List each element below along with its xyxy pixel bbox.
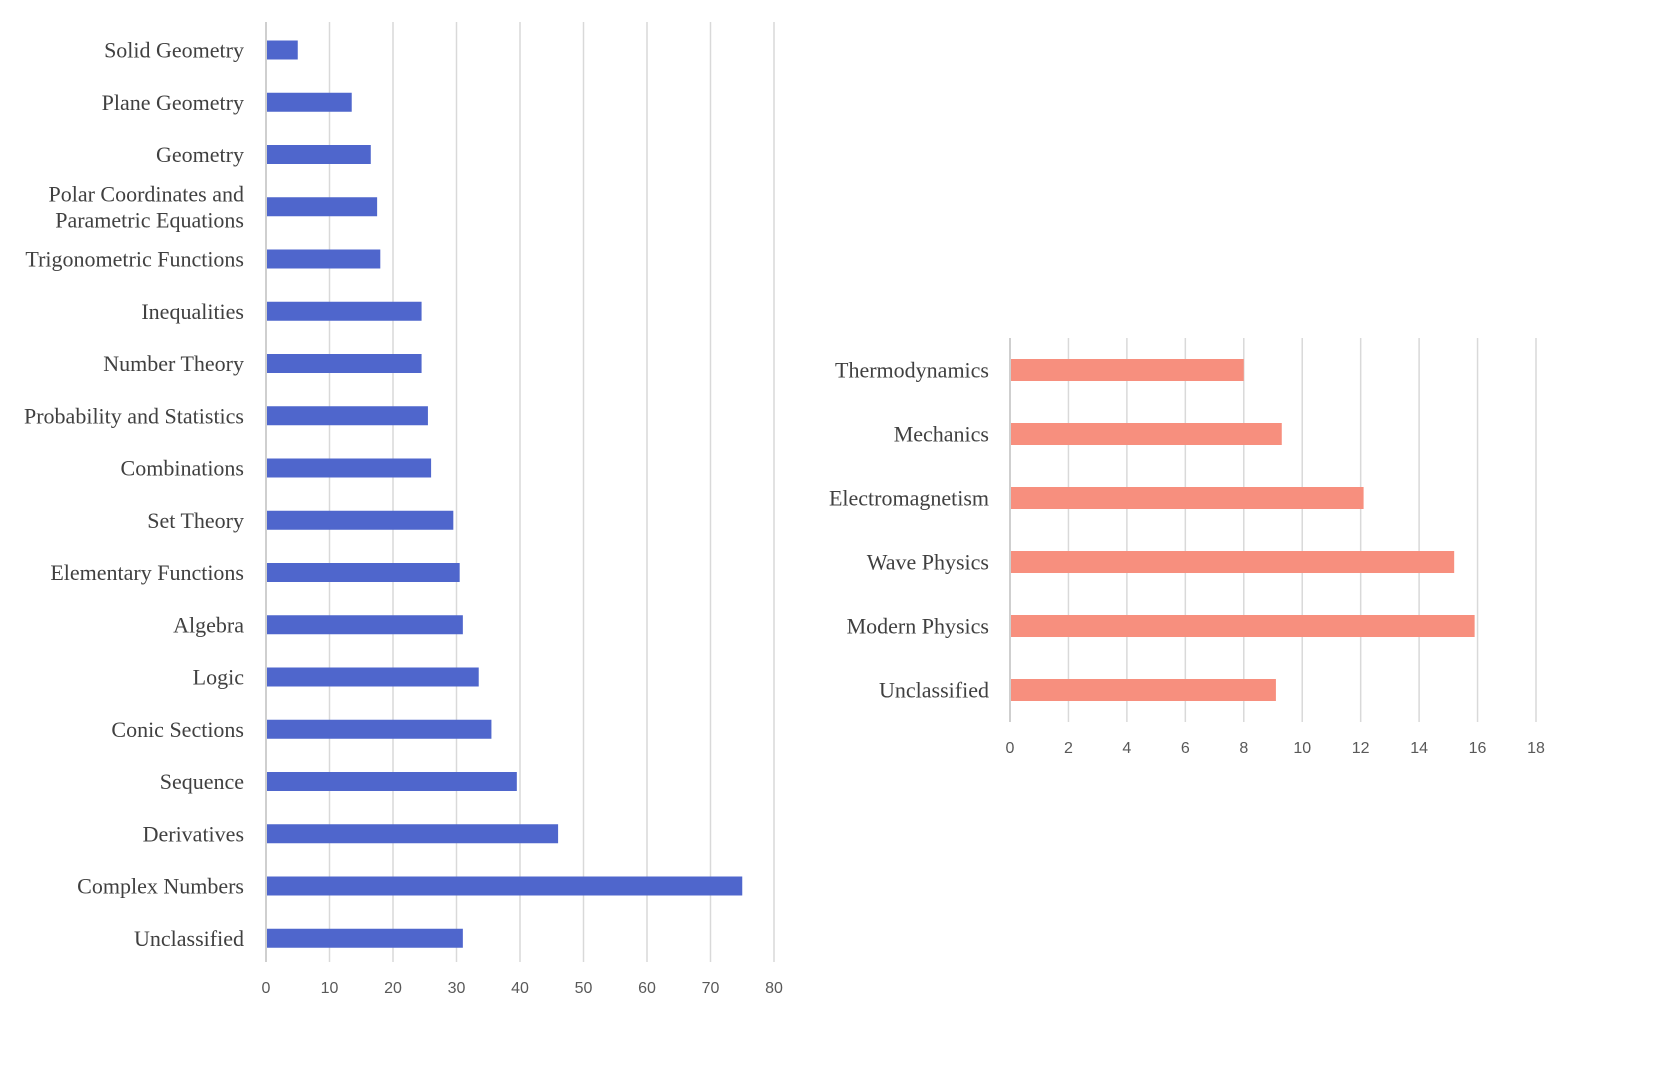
x-tick-label: 40 xyxy=(511,980,529,997)
category-label: Algebra xyxy=(173,612,244,637)
category-label: Sequence xyxy=(160,769,244,794)
x-tick-label: 0 xyxy=(262,980,271,997)
category-label: Unclassified xyxy=(879,678,989,703)
x-tick-label: 6 xyxy=(1181,740,1190,757)
bar xyxy=(267,249,381,269)
category-label: Probability and Statistics xyxy=(24,403,244,428)
bar xyxy=(1011,679,1276,701)
category-label: Combinations xyxy=(121,456,244,481)
bar xyxy=(267,719,492,739)
bar xyxy=(1011,359,1244,381)
category-label: Complex Numbers xyxy=(77,874,244,899)
bar xyxy=(267,824,559,844)
category-label: Unclassified xyxy=(134,926,244,951)
x-tick-label: 0 xyxy=(1006,740,1015,757)
bar xyxy=(267,354,422,373)
category-label: Trigonometric Functions xyxy=(25,247,244,272)
category-label: Electromagnetism xyxy=(829,486,989,511)
physics-topics-bar-chart: 0 2 4 6 8 10 12 14 16 18 Thermodynamics Mechanics El… xyxy=(829,338,1545,757)
bar xyxy=(267,406,428,426)
category-label: Modern Physics xyxy=(847,614,989,639)
bar xyxy=(1011,423,1282,445)
bar xyxy=(267,667,479,687)
x-tick-label: 80 xyxy=(765,980,783,997)
bar xyxy=(267,301,422,321)
bar xyxy=(267,928,463,948)
bar xyxy=(267,615,463,635)
category-label: Logic xyxy=(193,665,245,690)
bar xyxy=(267,40,298,60)
x-tick-label: 10 xyxy=(321,980,339,997)
category-label: Inequalities xyxy=(141,299,244,324)
x-tick-label: 16 xyxy=(1469,740,1487,757)
x-tick-label: 4 xyxy=(1122,740,1131,757)
x-tick-label: 18 xyxy=(1527,740,1545,757)
bar xyxy=(267,197,378,217)
category-label: Derivatives xyxy=(143,821,244,846)
category-label: Wave Physics xyxy=(867,550,989,575)
x-tick-label: 10 xyxy=(1293,740,1311,757)
category-label: Set Theory xyxy=(147,508,244,533)
category-label: Elementary Functions xyxy=(50,560,244,585)
category-label: Conic Sections xyxy=(111,717,244,742)
bar xyxy=(267,145,371,164)
x-tick-label: 8 xyxy=(1239,740,1248,757)
category-label: Polar Coordinates and Parametric Equation… xyxy=(48,181,244,232)
x-tick-label: 2 xyxy=(1064,740,1073,757)
x-tick-label: 50 xyxy=(575,980,593,997)
category-label: Geometry xyxy=(156,142,244,167)
x-tick-label: 30 xyxy=(448,980,466,997)
x-tick-label: 12 xyxy=(1352,740,1370,757)
bar xyxy=(267,458,432,478)
category-label: Thermodynamics xyxy=(835,358,989,383)
x-tick-label: 20 xyxy=(384,980,402,997)
bar xyxy=(267,563,460,582)
bar xyxy=(1011,551,1455,573)
category-label: Mechanics xyxy=(894,422,989,447)
category-label: Solid Geometry xyxy=(104,38,244,63)
math-topics-bar-chart: 0 10 20 30 40 50 60 70 80 Solid Geometry Plane Geo… xyxy=(24,22,783,997)
bar xyxy=(267,510,454,530)
x-tick-label: 14 xyxy=(1410,740,1428,757)
bar xyxy=(1011,615,1475,637)
bar xyxy=(267,92,352,112)
x-tick-label: 60 xyxy=(638,980,656,997)
bar xyxy=(267,876,743,896)
category-label: Plane Geometry xyxy=(102,90,244,115)
bar xyxy=(1011,487,1364,509)
bar xyxy=(267,772,517,791)
x-tick-label: 70 xyxy=(702,980,720,997)
category-label: Number Theory xyxy=(103,351,244,376)
